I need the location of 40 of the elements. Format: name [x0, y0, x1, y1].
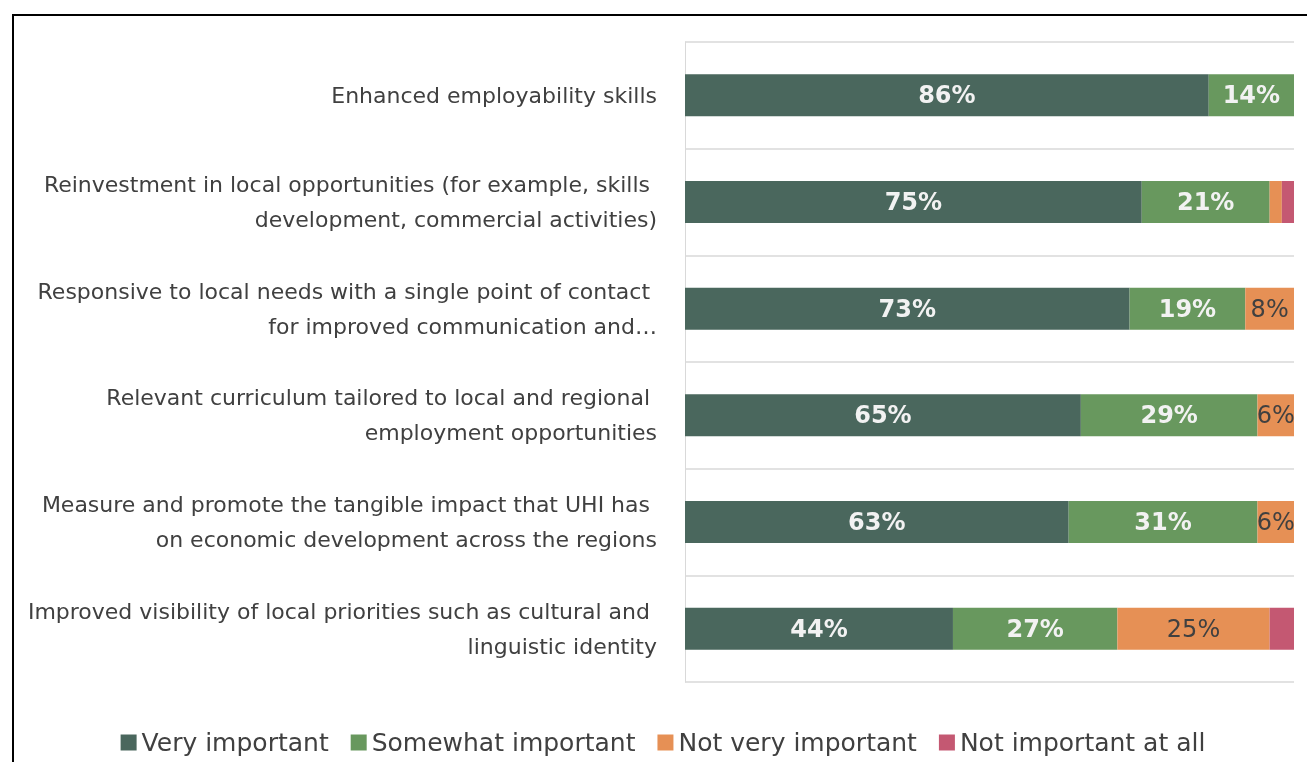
data-label: 75%	[884, 188, 943, 216]
bar	[1068, 501, 1258, 543]
legend-label: Very important	[141, 728, 329, 757]
bar	[685, 287, 1130, 330]
data-label: 31%	[1134, 508, 1192, 536]
data-label: 86%	[918, 81, 976, 110]
data-label: 29%	[1140, 401, 1198, 430]
bar	[685, 181, 1142, 223]
data-label: 21%	[1176, 188, 1235, 216]
bar	[1080, 394, 1258, 437]
bar	[952, 607, 1118, 650]
bar	[685, 394, 1081, 437]
legend-label: Somewhat important	[371, 728, 636, 757]
data-label: 65%	[854, 401, 912, 430]
bar	[685, 501, 1069, 543]
bar	[685, 607, 953, 650]
data-label: 63%	[848, 508, 906, 536]
data-label: 19%	[1158, 294, 1217, 323]
y-tick-label: Reinvestment in local opportunities (for example, skills development, commercial activities)	[43, 172, 657, 232]
data-label: 25%	[1166, 614, 1221, 643]
bar	[1141, 181, 1270, 223]
legend-label: Not very important	[678, 728, 918, 757]
y-tick-label: Enhanced employability skills	[331, 82, 657, 108]
y-tick-label: Relevant curriculum tailored to local and regional employment opportunities	[106, 385, 657, 446]
data-label: 73%	[878, 294, 937, 323]
y-tick-label: Improved visibility of local priorities such as cultural and linguistic identity	[27, 598, 657, 659]
data-label: 44%	[790, 614, 848, 643]
bar	[1269, 181, 1282, 223]
legend-label: Not important at all	[959, 728, 1206, 757]
bar	[1281, 181, 1294, 223]
bar	[1117, 607, 1270, 650]
bar	[1269, 607, 1294, 650]
data-label: 8%	[1250, 294, 1289, 323]
y-tick-label: Measure and promote the tangible impact that UHI has on economic development across the regions	[41, 492, 657, 552]
data-label: 6%	[1256, 508, 1295, 536]
y-tick-label: Responsive to local needs with a single point of contact for improved communication and…	[37, 278, 657, 339]
data-label: 6%	[1256, 401, 1295, 430]
bar	[685, 74, 1209, 117]
data-label: 27%	[1006, 614, 1064, 643]
data-label: 14%	[1222, 81, 1281, 110]
